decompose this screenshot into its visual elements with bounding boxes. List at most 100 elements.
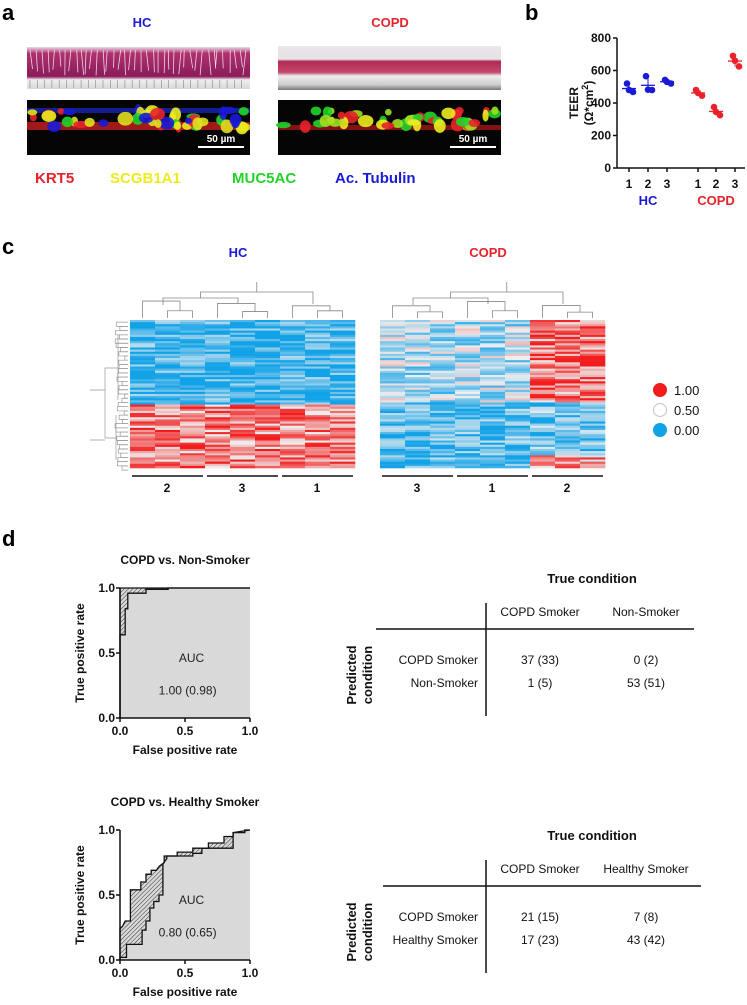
heatmap-cell <box>455 341 481 344</box>
heatmap-cell <box>330 347 356 350</box>
heatmap-cell <box>255 438 281 441</box>
heatmap-cell <box>205 320 231 323</box>
heatmap-cell <box>180 353 206 357</box>
heatmap-cell <box>330 349 356 353</box>
heatmap-cell <box>305 438 331 441</box>
heatmap-cell <box>155 410 181 414</box>
heatmap-cell <box>130 432 156 435</box>
heatmap-cell <box>305 360 331 363</box>
heatmap-cell <box>455 389 481 393</box>
heatmap-cell <box>180 387 206 391</box>
heatmap-cell <box>155 362 181 365</box>
heatmap-cell <box>530 457 556 460</box>
heatmap-cell <box>380 355 406 359</box>
heatmap-cell <box>205 389 231 393</box>
heatmap-cell <box>305 423 331 427</box>
heatmap-cell <box>455 455 481 458</box>
heatmap-cell <box>180 436 206 439</box>
heatmap-cell <box>305 383 331 386</box>
hc-fluorescence-micrograph: 50 µm <box>27 100 251 155</box>
heatmap-cell <box>155 345 181 348</box>
heatmap-cell <box>455 328 481 331</box>
heatmap-cell <box>455 355 481 359</box>
heatmap-cell <box>280 349 306 353</box>
heatmap-cell <box>580 341 606 344</box>
heatmap-cell <box>230 465 256 469</box>
heatmap-cell <box>130 389 156 393</box>
heatmap-cell <box>380 396 406 399</box>
heatmap-cell <box>480 347 506 350</box>
heatmap-cell <box>155 400 181 403</box>
heatmap-cell <box>455 465 481 469</box>
heatmap-cell <box>380 402 406 405</box>
heatmap-cell <box>405 425 431 429</box>
cell-stain <box>219 106 228 120</box>
heatmap-cell <box>380 343 406 346</box>
heatmap-cell <box>580 387 606 391</box>
heatmap-cell <box>305 451 331 454</box>
y-tick-label: 0.5 <box>98 888 115 902</box>
heatmap-cell <box>455 417 481 420</box>
row-title: condition <box>360 903 375 962</box>
heatmap-cell <box>130 453 156 456</box>
heatmap-cell <box>230 391 256 395</box>
heatmap-cell <box>230 339 256 342</box>
x-tick-label: 0.5 <box>177 966 194 980</box>
heatmap-cell <box>455 457 481 460</box>
heatmap-cell <box>380 459 406 462</box>
data-point <box>648 86 656 94</box>
heatmap-cell <box>305 446 331 450</box>
heatmap-cell <box>480 360 506 363</box>
heatmap-cell <box>180 423 206 427</box>
heatmap-cell <box>305 396 331 399</box>
heatmap-cell <box>505 362 531 365</box>
heatmap-cell <box>530 429 556 433</box>
heatmap-cell <box>205 461 231 465</box>
heatmap-cell <box>130 339 156 342</box>
heatmap-cell <box>280 360 306 363</box>
dendro-branch <box>292 305 331 318</box>
heatmap-cell <box>230 463 256 467</box>
heatmap-cell <box>205 364 231 367</box>
heatmap-cell <box>155 413 181 416</box>
heatmap-cell <box>180 455 206 458</box>
heatmap-cell <box>480 415 506 418</box>
heatmap-cell <box>480 453 506 456</box>
heatmap-cell <box>405 366 431 369</box>
heatmap-cell <box>580 415 606 418</box>
heatmap-cell <box>205 432 231 435</box>
heatmap-cell <box>130 385 156 388</box>
heatmap-cell <box>580 444 606 448</box>
heatmap-cell <box>480 343 506 346</box>
cilia-mark <box>183 49 185 68</box>
heatmap-cell <box>430 421 456 424</box>
heatmap-cell <box>330 408 356 412</box>
heatmap-cell <box>280 320 306 323</box>
heatmap-cell <box>280 370 306 374</box>
heatmap-cell <box>280 404 306 407</box>
heatmap-cell <box>455 360 481 363</box>
heatmap-cell <box>505 339 531 342</box>
heatmap-cell <box>405 419 431 422</box>
heatmap-cell <box>205 330 231 333</box>
heatmap-cell <box>330 461 356 465</box>
row-header: COPD Smoker <box>399 910 478 924</box>
heatmap-cell <box>280 385 306 388</box>
heatmap-cell <box>530 381 556 384</box>
heatmap-cell <box>155 444 181 448</box>
heatmap-cell <box>155 355 181 359</box>
heatmap-cell <box>405 436 431 439</box>
cilia-mark <box>102 49 105 75</box>
heatmap-cell <box>305 345 331 348</box>
heatmap-cell <box>530 453 556 456</box>
heatmap-cell <box>555 347 581 350</box>
heatmap-cell <box>330 364 356 367</box>
heatmap-cell <box>505 332 531 336</box>
heatmap-cell <box>455 324 481 327</box>
y-tick-label: 200 <box>591 129 611 143</box>
heatmap-cell <box>480 330 506 333</box>
heatmap-cell <box>580 404 606 407</box>
column-header: Non-Smoker <box>612 605 679 619</box>
heatmap-cell <box>230 320 256 323</box>
heatmap-cell <box>505 442 531 446</box>
